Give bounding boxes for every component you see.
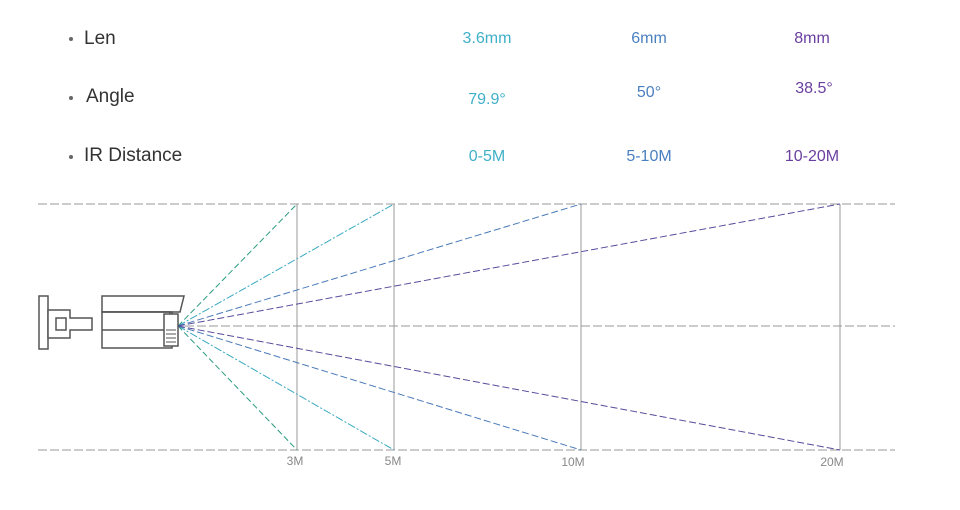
camera-hood <box>101 295 185 313</box>
camera-mount <box>38 295 49 350</box>
distance-label: 3M <box>287 454 304 468</box>
spec-value: 0-5M <box>469 148 505 165</box>
row-label: Angle <box>86 86 135 107</box>
distance-labels: 3M 5M 10M 20M <box>287 454 844 469</box>
spec-value: 50° <box>637 84 661 101</box>
ray <box>177 203 841 327</box>
ray <box>177 203 395 327</box>
ray <box>177 325 841 451</box>
distance-label: 5M <box>385 454 402 468</box>
ray <box>177 325 582 451</box>
spec-value: 38.5° <box>795 80 833 97</box>
ray <box>177 325 395 451</box>
spec-value: 6mm <box>631 30 667 47</box>
spec-value: 3.6mm <box>463 30 512 47</box>
bullet <box>69 37 73 41</box>
ir-rays <box>177 203 841 451</box>
row-label: IR Distance <box>84 145 182 166</box>
spec-value: 5-10M <box>626 148 671 165</box>
camera-lens-rings <box>166 329 176 343</box>
ray <box>177 203 298 327</box>
row-label: Len <box>84 28 116 49</box>
spec-table: Len 3.6mm 6mm 8mm Angle 79.9° 50° 38.5° … <box>69 28 839 166</box>
distance-label: 10M <box>561 455 584 469</box>
bullet <box>69 155 73 159</box>
camera-arm <box>47 309 93 339</box>
horizontal-guides <box>38 203 895 451</box>
camera-icon <box>38 295 185 350</box>
ray <box>177 203 582 327</box>
bullet <box>69 96 73 100</box>
spec-value: 10-20M <box>785 148 839 165</box>
spec-value: 8mm <box>794 30 830 47</box>
camera-arm-detail <box>55 317 67 331</box>
spec-value: 79.9° <box>468 91 506 108</box>
distance-label: 20M <box>820 455 843 469</box>
distance-lines <box>296 204 841 450</box>
ray <box>177 325 298 451</box>
